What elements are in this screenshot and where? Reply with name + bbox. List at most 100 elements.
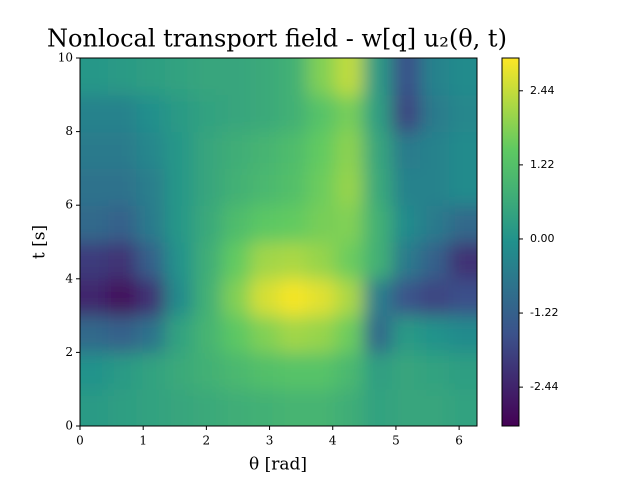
- heat-cell: [80, 205, 109, 243]
- heat-cell: [193, 168, 223, 206]
- heat-cell: [391, 131, 421, 169]
- heat-cell: [391, 168, 421, 206]
- heat-cell: [108, 389, 138, 426]
- heat-cell: [335, 242, 364, 280]
- colorbar-tick-label: 1.22: [530, 158, 555, 171]
- heat-cell: [391, 242, 421, 280]
- plot-frame: [79, 57, 478, 427]
- y-axis-label: t [s]: [30, 225, 50, 259]
- heat-cell: [108, 168, 138, 206]
- heat-cell: [363, 352, 393, 390]
- heat-cell: [80, 278, 109, 317]
- colorbar-tick-label: -2.44: [530, 380, 558, 393]
- x-tick-label: 2: [203, 434, 211, 448]
- heat-cell: [448, 242, 477, 280]
- heat-cell: [391, 205, 421, 243]
- heat-cell: [448, 278, 477, 317]
- heat-cell: [335, 315, 364, 353]
- heat-cell: [108, 352, 138, 390]
- heat-cell: [221, 205, 251, 243]
- y-tick-label: 0: [65, 419, 73, 433]
- heat-cell: [448, 205, 477, 243]
- heat-cell: [250, 58, 280, 96]
- heat-cell: [307, 58, 336, 96]
- heat-cell: [221, 242, 251, 280]
- heat-cell: [164, 58, 194, 96]
- heat-cell: [307, 205, 336, 243]
- heat-cell: [80, 58, 109, 96]
- heat-cell: [108, 131, 138, 169]
- heat-cell: [221, 315, 251, 353]
- heat-cell: [250, 131, 280, 169]
- heat-cell: [278, 242, 308, 280]
- heat-cell: [363, 315, 393, 353]
- heat-cell: [307, 168, 336, 206]
- heat-cell: [164, 315, 194, 353]
- heat-cell: [278, 315, 308, 353]
- heat-cell: [250, 278, 280, 317]
- heat-cell: [108, 242, 138, 280]
- heat-cell: [193, 58, 223, 96]
- heat-cell: [80, 352, 109, 390]
- heat-cell: [136, 278, 166, 317]
- heat-cell: [193, 278, 223, 317]
- heat-cell: [363, 242, 393, 280]
- heat-cell: [164, 205, 194, 243]
- heat-cell: [335, 58, 364, 96]
- heat-cell: [420, 242, 450, 280]
- heat-cell: [80, 389, 109, 426]
- heat-cell: [420, 168, 450, 206]
- heat-cell: [193, 242, 223, 280]
- heat-cell: [278, 352, 308, 390]
- heat-cell: [108, 94, 138, 133]
- heat-cell: [420, 94, 450, 133]
- heat-cell: [250, 205, 280, 243]
- heat-cell: [250, 94, 280, 133]
- heat-cell: [278, 205, 308, 243]
- heat-cell: [448, 352, 477, 390]
- heat-cell: [448, 315, 477, 353]
- heat-cell: [136, 131, 166, 169]
- colorbar-tick-label: 2.44: [530, 84, 555, 97]
- x-tick-label: 0: [76, 434, 84, 448]
- heat-cell: [448, 389, 477, 426]
- heat-cell: [164, 278, 194, 317]
- heat-cell: [136, 242, 166, 280]
- heat-cell: [193, 315, 223, 353]
- heat-cell: [363, 131, 393, 169]
- heat-cell: [221, 352, 251, 390]
- colorbar-tick-label: -1.22: [530, 306, 558, 319]
- heat-cell: [136, 352, 166, 390]
- heat-cell: [420, 131, 450, 169]
- heat-cell: [448, 58, 477, 96]
- heat-cell: [391, 278, 421, 317]
- heat-cell: [307, 94, 336, 133]
- heat-cell: [307, 131, 336, 169]
- heat-cell: [164, 94, 194, 133]
- heat-cell: [363, 168, 393, 206]
- heat-cell: [307, 315, 336, 353]
- y-tick-label: 10: [58, 51, 73, 65]
- heat-cell: [278, 131, 308, 169]
- heat-cell: [363, 58, 393, 96]
- heat-cell: [250, 389, 280, 426]
- heat-cell: [420, 205, 450, 243]
- heat-cell: [193, 352, 223, 390]
- heat-cell: [193, 131, 223, 169]
- heat-cell: [363, 205, 393, 243]
- x-tick-label: 6: [455, 434, 463, 448]
- y-tick-label: 8: [65, 124, 73, 138]
- heat-cell: [278, 389, 308, 426]
- heat-cell: [307, 242, 336, 280]
- heat-cell: [335, 352, 364, 390]
- heat-cell: [221, 94, 251, 133]
- heat-cell: [164, 389, 194, 426]
- x-tick-label: 1: [139, 434, 147, 448]
- heat-cell: [363, 389, 393, 426]
- heat-cell: [164, 131, 194, 169]
- heat-cell: [335, 131, 364, 169]
- y-tick-label: 6: [65, 198, 73, 212]
- heat-cell: [80, 131, 109, 169]
- heat-cell: [80, 94, 109, 133]
- heat-cell: [108, 205, 138, 243]
